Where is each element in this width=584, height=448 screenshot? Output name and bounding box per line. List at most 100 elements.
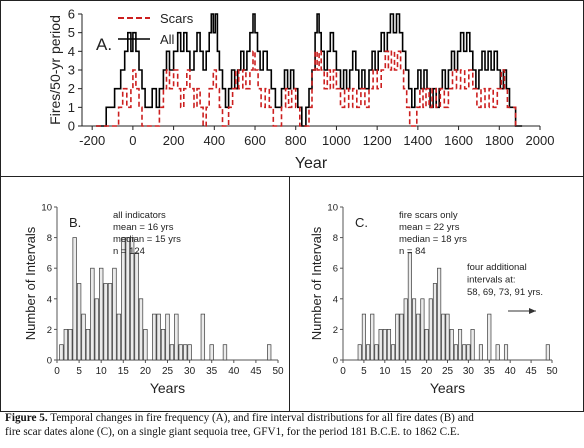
caption-line-2: fire scar dates alone (C), on a single g… bbox=[5, 426, 460, 438]
panel-b-x-tick-label: 5 bbox=[76, 366, 82, 377]
panel-b-x-tick-label: 0 bbox=[54, 366, 60, 377]
panel-a-y-tick-label: 0 bbox=[68, 119, 75, 134]
panel-b-stats-text: all indicators bbox=[113, 210, 166, 221]
panel-a-y-tick-label: 5 bbox=[68, 25, 75, 40]
panel-b-bar bbox=[90, 267, 95, 361]
panel-b-bar bbox=[68, 329, 73, 361]
panel-c-bar bbox=[503, 344, 509, 361]
panel-c-bar bbox=[432, 283, 437, 361]
panel-a-y-axis-label: Fires/50-yr period bbox=[47, 15, 63, 125]
panel-c-bar bbox=[399, 313, 404, 361]
legend-label-scars: Scars bbox=[160, 11, 194, 26]
panel-b-bar bbox=[183, 344, 188, 361]
panel-c-stats-text: mean = 22 yrs bbox=[399, 222, 460, 233]
panel-b-bar bbox=[121, 237, 126, 361]
panel-b-bar bbox=[81, 313, 86, 361]
panel-c-bar bbox=[478, 344, 483, 361]
panel-b-stats-text: median = 15 yrs bbox=[113, 234, 181, 245]
panel-a-x-tick-label: 400 bbox=[203, 133, 225, 148]
panel-b-bar bbox=[129, 237, 135, 361]
panel-a-x-tick-label: 1600 bbox=[444, 133, 473, 148]
panel-c-bar bbox=[361, 313, 366, 361]
panel-c-arrow-head bbox=[529, 308, 536, 314]
panel-b-x-tick-label: 50 bbox=[272, 366, 284, 377]
panel-c-bar bbox=[407, 252, 412, 361]
panel-b-bar bbox=[138, 298, 144, 361]
panel-c-bar bbox=[449, 329, 454, 361]
panel-c-bar bbox=[445, 313, 450, 361]
panel-c-bar bbox=[412, 298, 417, 361]
panel-b-bar bbox=[94, 298, 99, 361]
panel-c-x-tick-label: 10 bbox=[379, 366, 391, 377]
panel-c-bar bbox=[437, 267, 442, 361]
caption-line-1: Temporal changes in fire frequency (A), … bbox=[47, 412, 474, 424]
panel-c-y-tick-label: 6 bbox=[333, 264, 338, 275]
panel-c-y-tick-label: 8 bbox=[333, 233, 338, 244]
panel-a-series-all-line bbox=[96, 13, 523, 127]
panel-a-y-tick-label: 3 bbox=[68, 63, 75, 78]
panel-b-chart: 0 2 4 6 8 10 0 5 10 15 20 25 30 35 40 45 50 Years Number o… bbox=[23, 203, 284, 397]
panel-b-bar bbox=[112, 267, 117, 361]
panel-b-bar bbox=[103, 283, 108, 361]
panel-b-y-axis-label: Number of Intervals bbox=[23, 226, 38, 340]
panel-c-x-tick-label: 5 bbox=[361, 366, 367, 377]
panel-c-bar bbox=[441, 313, 446, 361]
panel-b-x-tick-label: 45 bbox=[250, 366, 262, 377]
panel-a-x-tick-label: 800 bbox=[285, 133, 307, 148]
panel-a-x-tick-label: 600 bbox=[244, 133, 266, 148]
panel-b-x-axis-label: Years bbox=[150, 380, 185, 396]
panel-c-y-tick-label: 2 bbox=[333, 325, 338, 336]
panel-c-y-tick-label: 0 bbox=[333, 356, 338, 367]
panel-b-y-tick-label: 6 bbox=[47, 264, 52, 275]
panel-b-bar bbox=[267, 344, 272, 361]
panel-b-y-tick-label: 8 bbox=[47, 233, 52, 244]
panel-b-bar bbox=[72, 237, 77, 361]
panel-c-bar bbox=[391, 344, 396, 361]
panel-b-bar bbox=[165, 313, 170, 361]
panel-c-x-tick-label: 20 bbox=[421, 366, 433, 377]
panel-c-x-tick-label: 15 bbox=[400, 366, 412, 377]
panel-c-bar bbox=[395, 313, 400, 361]
panel-b-x-tick-label: 10 bbox=[96, 366, 108, 377]
panel-c-note-text: intervals at: bbox=[467, 275, 516, 286]
panel-c-label: C. bbox=[355, 215, 368, 230]
panel-b-bar bbox=[59, 344, 64, 361]
panel-a-x-tick-label: 1400 bbox=[403, 133, 432, 148]
panel-c-bar bbox=[370, 313, 375, 361]
panel-b-bar bbox=[174, 313, 179, 361]
panel-c-bar bbox=[458, 329, 463, 361]
panel-a-x-axis-label: Year bbox=[295, 155, 328, 172]
panel-c-bar bbox=[462, 344, 467, 361]
panel-a-y-tick-label: 4 bbox=[68, 44, 75, 59]
panel-b-y-tick-label: 4 bbox=[47, 294, 52, 305]
panel-a-label: A. bbox=[96, 35, 112, 54]
panel-b-bar bbox=[107, 283, 113, 361]
panel-c-x-tick-label: 45 bbox=[526, 366, 538, 377]
panel-c-stats-text: fire scars only bbox=[399, 210, 458, 221]
panel-c-stats-text: n = 84 bbox=[399, 246, 426, 257]
panel-c-x-tick-label: 50 bbox=[546, 366, 558, 377]
panel-b-stats-text: mean = 16 yrs bbox=[113, 222, 174, 233]
panel-c-bar bbox=[466, 344, 471, 361]
panel-b-y-tick-label: 2 bbox=[47, 325, 52, 336]
panel-b-bar bbox=[125, 237, 130, 361]
panel-b-y-tick-label: 10 bbox=[41, 203, 52, 214]
panel-a-legend: Scars All bbox=[118, 11, 194, 47]
panel-c-y-axis-label: Number of Intervals bbox=[309, 226, 324, 340]
panel-b-bar bbox=[200, 313, 206, 361]
figure-caption: Figure 5. Temporal changes in fire frequ… bbox=[5, 411, 579, 439]
panel-c-bar bbox=[453, 344, 458, 361]
caption-label: Figure 5. bbox=[5, 412, 48, 424]
panel-c-x-tick-label: 35 bbox=[484, 366, 496, 377]
panel-c-y-tick-label: 10 bbox=[327, 203, 338, 214]
panel-a-series-scars-line bbox=[96, 50, 517, 127]
panel-a-x-tick-label: 1200 bbox=[363, 133, 392, 148]
panel-a-x-tick-label: 1000 bbox=[322, 133, 351, 148]
panel-a-y-tick-label: 1 bbox=[68, 100, 75, 115]
panel-b-x-tick-label: 40 bbox=[228, 366, 240, 377]
panel-c-bar bbox=[378, 329, 383, 361]
panel-c-chart: 0 2 4 6 8 10 0 5 10 15 20 25 30 35 40 45 50 Years Number o… bbox=[309, 203, 558, 397]
panel-b-x-tick-label: 25 bbox=[162, 366, 174, 377]
